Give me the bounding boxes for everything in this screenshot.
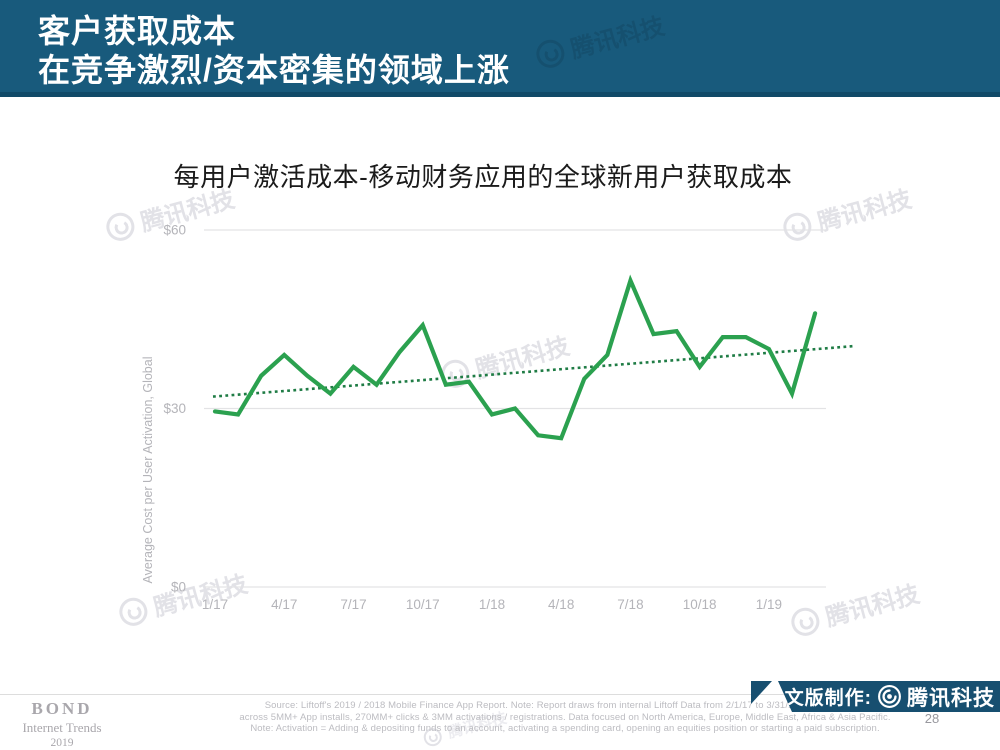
svg-text:7/18: 7/18 — [617, 597, 643, 612]
header-title-line1: 客户获取成本 — [38, 13, 237, 49]
source-note-line3: Note: Activation = Adding & depositing f… — [250, 723, 880, 734]
svg-text:Average Cost per User Activati: Average Cost per User Activation, Global — [141, 357, 155, 584]
svg-text:1/18: 1/18 — [479, 597, 505, 612]
footer-divider — [0, 694, 1000, 695]
watermark-text: 腾讯科技 — [150, 570, 251, 622]
source-note: Source: Liftoff's 2019 / 2018 Mobile Fin… — [182, 700, 948, 735]
tencent-watermark: 腾讯科技 — [115, 564, 251, 632]
tencent-logo-icon — [780, 209, 815, 244]
bond-logo-year: 2019 — [50, 737, 74, 749]
svg-text:4/18: 4/18 — [548, 597, 574, 612]
banner-label: 中文版制作: — [764, 688, 872, 709]
svg-text:4/17: 4/17 — [271, 597, 297, 612]
bond-logo-name: BOND — [31, 699, 93, 718]
source-note-line2: across 5MM+ App installs, 270MM+ clicks … — [239, 711, 891, 723]
bond-logo-subtitle: Internet Trends — [22, 720, 102, 735]
tencent-logo-icon — [116, 594, 151, 629]
page-number: 28 — [924, 711, 940, 726]
tencent-watermark: 腾讯科技 — [532, 6, 668, 74]
bond-logo: BOND Internet Trends 2019 — [12, 699, 112, 749]
source-note-line1: Source: Liftoff's 2019 / 2018 Mobile Fin… — [264, 700, 866, 711]
svg-text:10/18: 10/18 — [683, 597, 717, 612]
tencent-watermark: 腾讯科技 — [437, 326, 573, 394]
tencent-logo-icon — [533, 36, 568, 71]
tencent-logo-icon — [438, 356, 473, 391]
svg-text:10/17: 10/17 — [406, 597, 440, 612]
svg-text:$30: $30 — [163, 401, 186, 416]
header-title-line2: 在竞争激烈/资本密集的领域上涨 — [38, 52, 510, 88]
svg-text:1/19: 1/19 — [756, 597, 782, 612]
svg-text:7/17: 7/17 — [340, 597, 366, 612]
tencent-logo-icon — [788, 604, 823, 639]
chinese-edition-banner: 中文版制作: 腾讯科技 — [764, 681, 1000, 712]
tencent-watermark: 腾讯科技 — [787, 574, 923, 642]
tencent-tech-logo-icon — [878, 685, 901, 708]
slide-header: 客户获取成本 在竞争激烈/资本密集的领域上涨 腾讯科技 — [0, 0, 1000, 97]
banner-brand: 腾讯科技 — [907, 686, 995, 710]
watermark-text: 腾讯科技 — [567, 12, 668, 64]
tencent-logo-icon — [103, 209, 138, 244]
chart-title: 每用户激活成本-移动财务应用的全球新用户获取成本 — [173, 162, 793, 192]
watermark-text: 腾讯科技 — [822, 580, 923, 632]
watermark-text: 腾讯科技 — [472, 332, 573, 384]
